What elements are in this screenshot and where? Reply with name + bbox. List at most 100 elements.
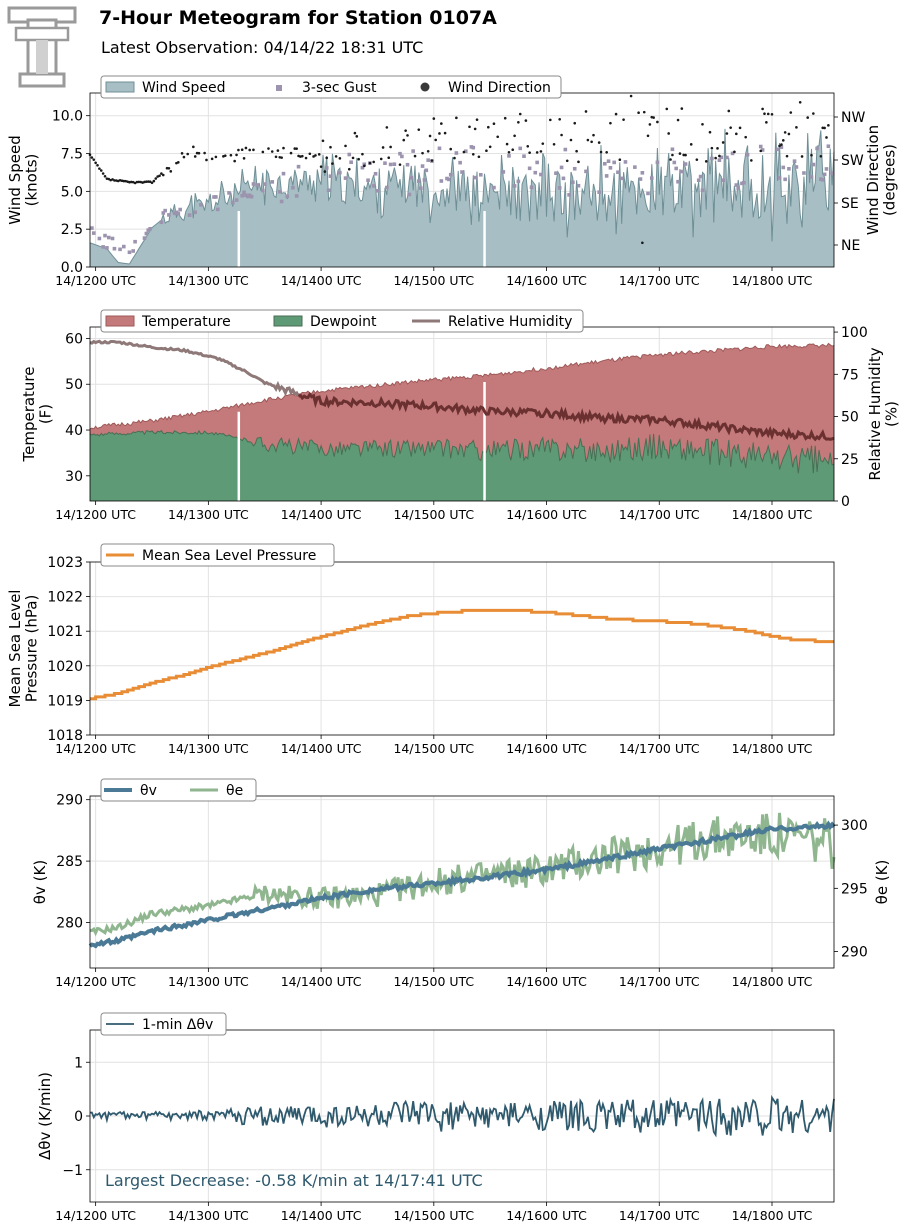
gust-marker [420, 164, 425, 168]
y-tick-label: 1022 [47, 590, 83, 606]
gust-marker [670, 147, 675, 152]
gust-marker [527, 166, 532, 171]
x-tick-label: 14/1700 UTC [619, 741, 700, 756]
gust-marker [676, 179, 680, 184]
gust-marker [820, 177, 825, 182]
gust-marker [674, 166, 678, 171]
legend-swatch [273, 315, 303, 327]
x-tick-label: 14/1700 UTC [619, 507, 700, 522]
direction-marker [344, 144, 347, 148]
direction-marker [361, 152, 364, 156]
gust-marker [507, 154, 511, 158]
direction-marker [421, 151, 424, 155]
direction-marker [197, 151, 201, 155]
direction-marker [167, 166, 171, 170]
direction-marker [270, 150, 274, 153]
y-tick-label: 30 [65, 469, 83, 485]
gust-marker [535, 160, 539, 165]
direction-marker [240, 148, 244, 152]
direction-marker [517, 120, 520, 124]
gust-marker [802, 171, 806, 175]
direction-marker [94, 161, 97, 165]
direction-marker [347, 167, 351, 171]
direction-marker [462, 150, 466, 154]
direction-marker [205, 158, 208, 162]
direction-marker [154, 177, 158, 180]
direction-marker [468, 125, 471, 129]
direction-marker [671, 153, 674, 157]
legend-box [100, 309, 584, 333]
direction-marker [237, 148, 240, 152]
gust-marker [398, 151, 402, 156]
direction-marker [798, 100, 802, 104]
direction-marker [434, 138, 437, 142]
direction-marker [402, 138, 406, 142]
gust-marker [721, 178, 725, 183]
direction-marker [413, 154, 417, 158]
gust-marker [787, 167, 791, 171]
legend-label: Temperature [141, 314, 231, 330]
gust-marker [255, 183, 260, 187]
x-tick-label: 14/1400 UTC [281, 1208, 362, 1223]
direction-marker [280, 156, 283, 159]
gust-marker [230, 200, 235, 205]
direction-marker [261, 150, 265, 154]
gust-marker [539, 172, 543, 177]
gust-marker [279, 199, 284, 204]
legend-swatch [276, 85, 282, 91]
gust-marker [683, 162, 688, 166]
wind-speed-area [90, 128, 834, 267]
x-tick-label: 14/1500 UTC [393, 1208, 474, 1223]
direction-marker [761, 107, 764, 111]
gust-marker [112, 246, 117, 251]
direction-marker [812, 112, 815, 115]
gust-marker [422, 178, 427, 182]
gust-marker [407, 192, 412, 197]
axis-label-line: (%) [882, 401, 900, 427]
direction-marker [276, 149, 280, 152]
gust-marker [602, 161, 607, 166]
y-tick-label: 50 [65, 377, 83, 393]
gust-marker [745, 152, 750, 157]
gust-marker [809, 175, 814, 179]
gust-marker [281, 171, 286, 176]
gust-marker [388, 162, 393, 167]
direction-marker [169, 170, 173, 173]
gust-marker [174, 210, 179, 215]
gust-marker [471, 145, 476, 150]
direction-marker [787, 132, 791, 136]
y-tick-label: 10.0 [52, 109, 83, 125]
direction-marker [669, 158, 672, 161]
direction-marker [622, 118, 625, 121]
x-tick-label: 14/1300 UTC [168, 1208, 249, 1223]
direction-marker [800, 155, 804, 158]
direction-marker [99, 169, 103, 172]
direction-marker [656, 120, 659, 124]
direction-marker [161, 173, 165, 177]
direction-marker [605, 150, 608, 154]
y-axis-label: Temperature(F) [20, 366, 55, 462]
gust-marker [512, 184, 517, 188]
gust-marker [349, 160, 353, 165]
gust-marker [454, 151, 459, 155]
direction-marker [609, 121, 612, 125]
x-tick-label: 14/1600 UTC [506, 1208, 587, 1223]
plot-frame [89, 795, 835, 969]
gust-marker [227, 191, 231, 195]
gust-marker [246, 194, 250, 199]
direction-marker [518, 112, 522, 116]
direction-marker [487, 125, 490, 129]
gust-marker [247, 193, 252, 198]
gust-marker [251, 182, 256, 186]
x-tick-label: 14/1300 UTC [168, 741, 249, 756]
direction-marker [729, 126, 732, 129]
direction-marker [274, 155, 278, 159]
gust-marker [492, 185, 496, 190]
direction-marker [652, 116, 655, 119]
gust-marker [375, 189, 380, 193]
legend-label: 1-min Δθv [142, 1017, 213, 1033]
direction-marker [725, 132, 729, 135]
gust-marker [418, 186, 423, 190]
gust-marker [710, 156, 714, 161]
gust-marker [294, 194, 299, 198]
